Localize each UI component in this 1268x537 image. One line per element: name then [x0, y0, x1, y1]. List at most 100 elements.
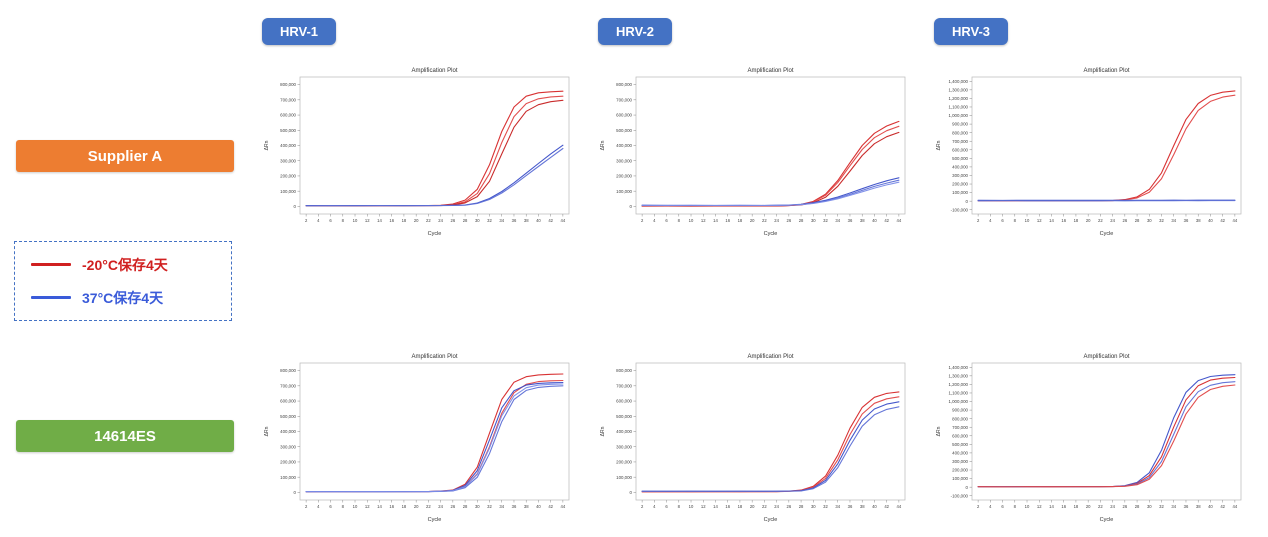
svg-text:-100,000: -100,000: [951, 493, 969, 498]
svg-text:44: 44: [561, 218, 566, 223]
svg-text:1,000,000: 1,000,000: [948, 399, 968, 404]
svg-text:42: 42: [1220, 504, 1225, 509]
svg-text:10: 10: [353, 218, 358, 223]
svg-text:38: 38: [860, 218, 865, 223]
svg-text:16: 16: [389, 218, 394, 223]
svg-text:42: 42: [884, 504, 889, 509]
svg-text:18: 18: [738, 218, 743, 223]
svg-text:800,000: 800,000: [280, 82, 296, 87]
svg-text:22: 22: [426, 504, 431, 509]
svg-text:36: 36: [848, 504, 853, 509]
svg-text:600,000: 600,000: [952, 433, 968, 438]
svg-text:28: 28: [463, 504, 468, 509]
svg-text:Cycle: Cycle: [1100, 231, 1114, 237]
svg-text:16: 16: [725, 504, 730, 509]
svg-text:100,000: 100,000: [952, 190, 968, 195]
svg-text:1,100,000: 1,100,000: [948, 391, 968, 396]
svg-text:12: 12: [701, 218, 706, 223]
svg-text:600,000: 600,000: [280, 113, 296, 118]
svg-text:700,000: 700,000: [952, 425, 968, 430]
amplification-plot-svg: Amplification Plot -100,000 0 100,000 200,00…: [936, 68, 1242, 237]
svg-text:400,000: 400,000: [280, 429, 296, 434]
row-badge-14614es: 14614ES: [16, 420, 234, 452]
svg-text:200,000: 200,000: [952, 468, 968, 473]
svg-text:300,000: 300,000: [616, 444, 632, 449]
svg-text:200,000: 200,000: [616, 174, 632, 179]
svg-text:22: 22: [762, 218, 767, 223]
svg-text:6: 6: [329, 504, 332, 509]
svg-text:38: 38: [524, 504, 529, 509]
svg-text:26: 26: [451, 218, 456, 223]
svg-text:200,000: 200,000: [280, 460, 296, 465]
svg-text:12: 12: [701, 504, 706, 509]
svg-text:1,400,000: 1,400,000: [948, 365, 968, 370]
legend-label-37c: 37°C保存4天: [82, 289, 164, 306]
svg-text:ΔRn: ΔRn: [600, 426, 606, 436]
svg-text:1,400,000: 1,400,000: [948, 79, 968, 84]
svg-text:26: 26: [787, 504, 792, 509]
svg-text:32: 32: [1159, 218, 1164, 223]
svg-text:40: 40: [1208, 504, 1213, 509]
svg-text:2: 2: [641, 504, 644, 509]
svg-text:ΔRn: ΔRn: [264, 140, 270, 150]
svg-text:44: 44: [897, 504, 902, 509]
svg-text:700,000: 700,000: [616, 97, 632, 102]
svg-text:14: 14: [1049, 218, 1054, 223]
svg-text:700,000: 700,000: [280, 97, 296, 102]
svg-text:24: 24: [774, 504, 779, 509]
svg-text:500,000: 500,000: [616, 128, 632, 133]
svg-text:300,000: 300,000: [952, 459, 968, 464]
svg-text:ΔRn: ΔRn: [264, 426, 270, 436]
svg-text:300,000: 300,000: [280, 158, 296, 163]
svg-text:800,000: 800,000: [952, 130, 968, 135]
svg-text:Cycle: Cycle: [764, 517, 778, 523]
svg-text:800,000: 800,000: [616, 82, 632, 87]
svg-text:Cycle: Cycle: [1100, 517, 1114, 523]
svg-text:28: 28: [463, 218, 468, 223]
blue-line-swatch-icon: [31, 296, 71, 299]
svg-text:8: 8: [342, 218, 345, 223]
svg-text:8: 8: [342, 504, 345, 509]
column-badge-hrv-2: HRV-2: [598, 18, 672, 45]
svg-text:42: 42: [1220, 218, 1225, 223]
svg-text:900,000: 900,000: [952, 408, 968, 413]
svg-text:0: 0: [630, 490, 633, 495]
amplification-plot-svg: Amplification Plot -100,000 0 100,000 200,00…: [936, 354, 1242, 523]
column-badge-hrv-3: HRV-3: [934, 18, 1008, 45]
svg-text:2: 2: [977, 504, 980, 509]
svg-text:22: 22: [426, 218, 431, 223]
svg-text:4: 4: [317, 218, 320, 223]
svg-text:16: 16: [725, 218, 730, 223]
svg-text:10: 10: [689, 218, 694, 223]
svg-text:40: 40: [536, 218, 541, 223]
svg-text:32: 32: [823, 504, 828, 509]
svg-text:100,000: 100,000: [280, 475, 296, 480]
svg-text:42: 42: [884, 218, 889, 223]
svg-text:ΔRn: ΔRn: [936, 140, 942, 150]
svg-text:300,000: 300,000: [280, 444, 296, 449]
svg-text:10: 10: [1025, 218, 1030, 223]
svg-text:4: 4: [317, 504, 320, 509]
svg-text:34: 34: [1171, 218, 1176, 223]
svg-text:16: 16: [389, 504, 394, 509]
svg-text:2: 2: [305, 218, 308, 223]
svg-text:34: 34: [499, 218, 504, 223]
svg-text:Cycle: Cycle: [764, 231, 778, 237]
svg-text:16: 16: [1061, 504, 1066, 509]
svg-text:0: 0: [966, 485, 969, 490]
svg-text:26: 26: [451, 504, 456, 509]
svg-text:26: 26: [1123, 218, 1128, 223]
svg-text:2: 2: [305, 504, 308, 509]
svg-text:-100,000: -100,000: [951, 207, 969, 212]
svg-text:18: 18: [402, 504, 407, 509]
chart-14614es-hrv-1: Amplification Plot 0 100,000 200,000 300,000…: [260, 348, 576, 526]
svg-text:36: 36: [848, 218, 853, 223]
svg-text:36: 36: [512, 218, 517, 223]
svg-text:28: 28: [1135, 504, 1140, 509]
svg-text:100,000: 100,000: [616, 189, 632, 194]
svg-text:44: 44: [1233, 218, 1238, 223]
svg-text:40: 40: [872, 504, 877, 509]
svg-text:400,000: 400,000: [280, 143, 296, 148]
svg-text:4: 4: [653, 504, 656, 509]
svg-text:800,000: 800,000: [616, 368, 632, 373]
